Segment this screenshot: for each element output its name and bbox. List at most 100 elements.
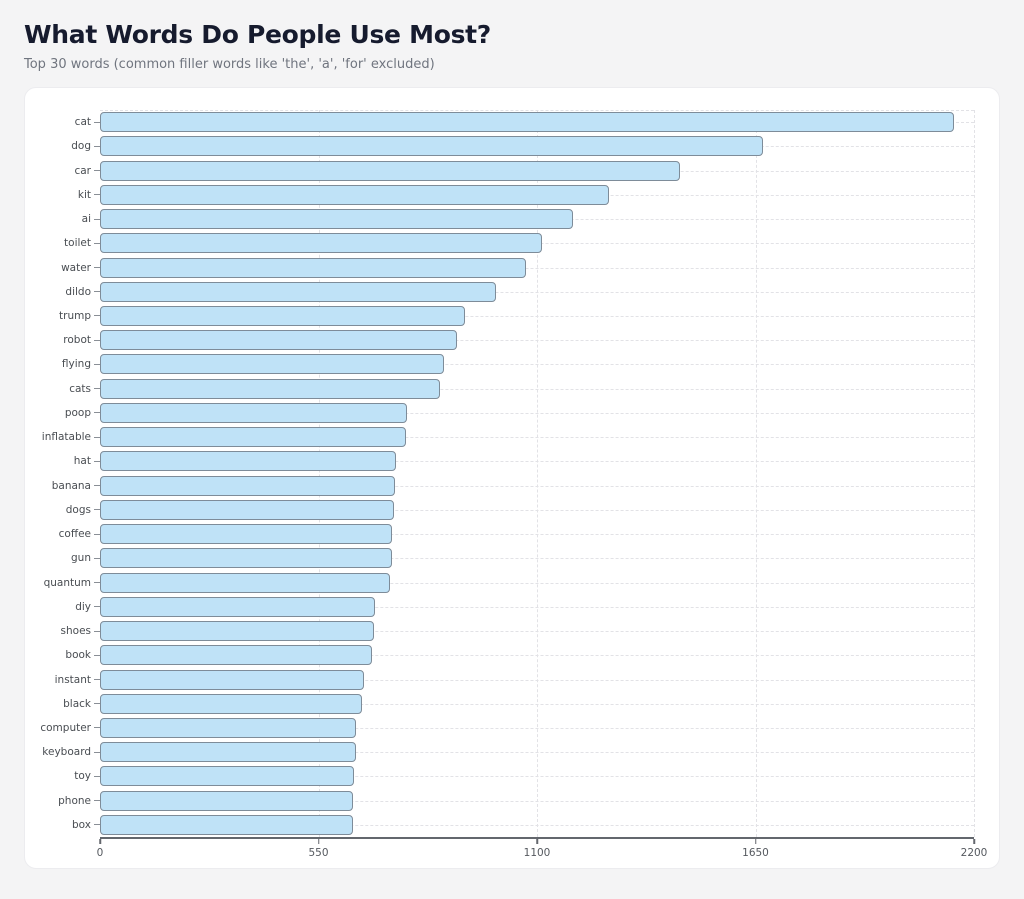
y-tick-mark xyxy=(94,121,100,123)
y-axis-label: dildo xyxy=(65,285,91,298)
y-tick-mark xyxy=(94,291,100,293)
bar-track xyxy=(100,255,974,279)
bar-row: coffee xyxy=(25,522,974,546)
bar xyxy=(100,524,393,545)
y-tick-mark xyxy=(94,824,100,826)
horizontal-gridline xyxy=(100,752,974,754)
y-axis-label: car xyxy=(74,164,91,177)
bar-row: dogs xyxy=(25,498,974,522)
horizontal-gridline xyxy=(100,606,974,608)
bar-track xyxy=(100,207,974,231)
y-axis-label: ai xyxy=(81,213,91,226)
bar-track xyxy=(100,692,974,716)
y-tick-mark xyxy=(94,242,100,244)
bar-track xyxy=(100,570,974,594)
y-tick-mark xyxy=(94,388,100,390)
y-tick-mark xyxy=(94,654,100,656)
bar-track xyxy=(100,328,974,352)
bar xyxy=(100,112,955,133)
x-tick-mark xyxy=(754,839,757,844)
bar xyxy=(100,572,391,593)
bar-row: toilet xyxy=(25,231,974,255)
horizontal-gridline xyxy=(100,485,974,487)
horizontal-gridline xyxy=(100,558,974,560)
bar-track xyxy=(100,401,974,425)
bar xyxy=(100,330,457,351)
y-axis-label: instant xyxy=(54,673,91,686)
y-axis-label: kit xyxy=(77,188,91,201)
bar xyxy=(100,742,356,763)
y-axis-label: dog xyxy=(71,140,91,153)
y-axis-label: dogs xyxy=(65,503,91,516)
x-tick-mark xyxy=(973,839,975,844)
bar-track xyxy=(100,498,974,522)
page-header: What Words Do People Use Most? Top 30 wo… xyxy=(0,0,1024,72)
bar xyxy=(100,790,354,811)
horizontal-gridline xyxy=(100,582,974,584)
horizontal-gridline xyxy=(100,776,974,778)
bar xyxy=(100,305,465,326)
bar xyxy=(100,136,764,157)
bar-row: keyboard xyxy=(25,740,974,764)
bar xyxy=(100,766,354,787)
bar-track xyxy=(100,764,974,788)
x-tick-mark xyxy=(317,839,320,844)
horizontal-gridline xyxy=(100,679,974,681)
page-title: What Words Do People Use Most? xyxy=(24,20,492,49)
horizontal-gridline xyxy=(100,509,974,511)
bar-track xyxy=(100,377,974,401)
horizontal-gridline xyxy=(100,291,974,293)
bar xyxy=(100,814,353,835)
bar-row: robot xyxy=(25,328,974,352)
bar-row: box xyxy=(25,813,974,837)
bar xyxy=(100,354,445,375)
bar xyxy=(100,669,364,690)
bar xyxy=(100,717,357,738)
y-axis-label: cat xyxy=(74,116,91,129)
page-subtitle: Top 30 words (common filler words like '… xyxy=(24,57,435,72)
bar-track xyxy=(100,449,974,473)
y-tick-mark xyxy=(94,170,100,172)
bar-track xyxy=(100,546,974,570)
vertical-gridline xyxy=(974,110,975,837)
bar-row: trump xyxy=(25,304,974,328)
bar xyxy=(100,378,441,399)
y-tick-mark xyxy=(94,751,100,753)
bar-row: quantum xyxy=(25,570,974,594)
bar-row: instant xyxy=(25,667,974,691)
x-tick-label: 2200 xyxy=(960,847,988,859)
bar-chart-plot: cat dog car kit ai toilet water dildo trump robot… xyxy=(25,110,975,837)
bar-row: diy xyxy=(25,595,974,619)
bar xyxy=(100,621,375,642)
horizontal-gridline xyxy=(100,267,974,269)
horizontal-gridline xyxy=(100,437,974,439)
y-tick-mark xyxy=(94,412,100,414)
bar-row: toy xyxy=(25,764,974,788)
horizontal-gridline xyxy=(100,727,974,729)
horizontal-gridline xyxy=(100,315,974,317)
bar-row: gun xyxy=(25,546,974,570)
bar xyxy=(100,257,526,278)
horizontal-gridline xyxy=(100,800,974,802)
bar-row: phone xyxy=(25,789,974,813)
bar-row: hat xyxy=(25,449,974,473)
chart-card: cat dog car kit ai toilet water dildo trump robot… xyxy=(24,87,1000,869)
y-axis-label: diy xyxy=(75,600,91,613)
bar-track xyxy=(100,134,974,158)
y-tick-mark xyxy=(94,630,100,632)
horizontal-gridline xyxy=(100,461,974,463)
y-tick-mark xyxy=(94,339,100,341)
bar-track xyxy=(100,280,974,304)
y-tick-mark xyxy=(94,460,100,462)
y-tick-mark xyxy=(94,775,100,777)
bar xyxy=(100,281,496,302)
bar-track xyxy=(100,425,974,449)
y-tick-mark xyxy=(94,533,100,535)
bar-track xyxy=(100,352,974,376)
y-tick-mark xyxy=(94,703,100,705)
bar xyxy=(100,160,680,181)
y-axis-label: water xyxy=(61,261,91,274)
bar-track xyxy=(100,522,974,546)
y-axis-label: hat xyxy=(73,455,91,468)
y-tick-mark xyxy=(94,509,100,511)
